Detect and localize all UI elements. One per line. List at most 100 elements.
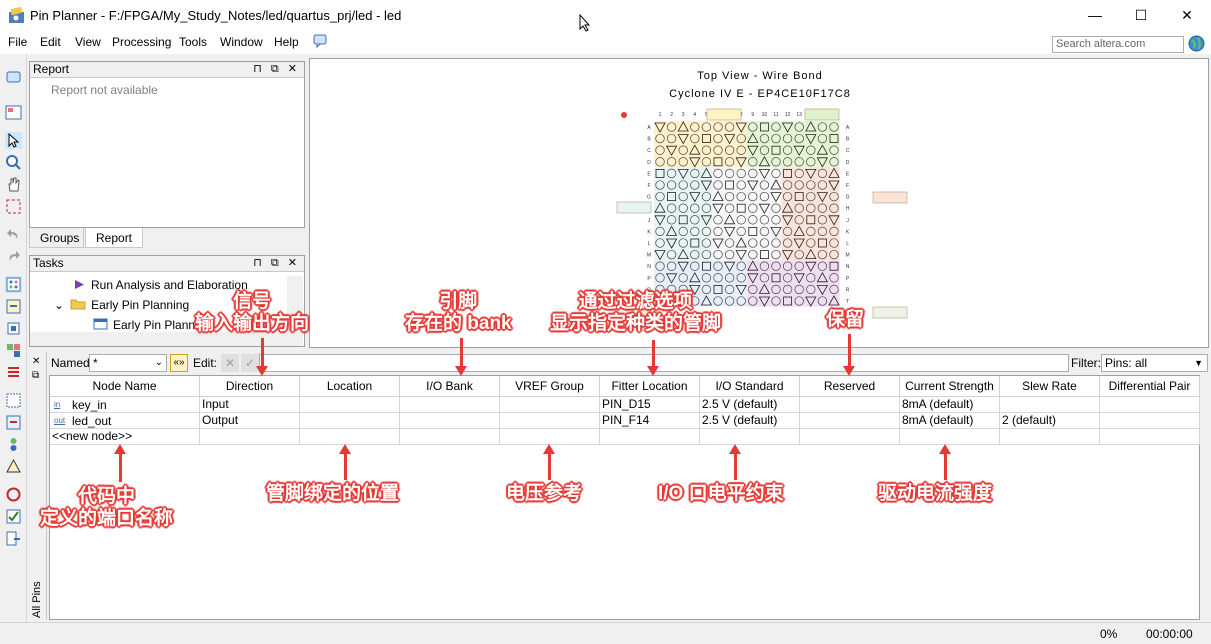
package-pin[interactable]	[736, 133, 746, 144]
package-pin[interactable]	[724, 191, 735, 202]
package-pin[interactable]	[748, 168, 758, 179]
fit-window-icon[interactable]	[5, 198, 22, 215]
package-pin[interactable]	[678, 180, 688, 190]
package-pin[interactable]	[748, 249, 758, 260]
table-scrollbar[interactable]	[1200, 375, 1210, 620]
diff-pin-icon[interactable]	[5, 342, 22, 359]
package-pin[interactable]	[806, 273, 816, 283]
column-header[interactable]: I/O Standard	[700, 376, 800, 397]
package-pin[interactable]	[736, 226, 746, 237]
package-pin[interactable]	[806, 284, 816, 295]
io-buffer-icon[interactable]	[5, 458, 22, 475]
package-pin[interactable]	[701, 284, 712, 295]
package-pin[interactable]	[666, 249, 677, 260]
package-pin[interactable]	[678, 215, 688, 225]
package-pin[interactable]	[794, 180, 804, 190]
package-pin[interactable]	[654, 202, 666, 213]
package-pin[interactable]	[713, 296, 723, 306]
assign-icon[interactable]	[5, 414, 22, 431]
package-pin[interactable]	[817, 238, 827, 248]
package-pin[interactable]	[747, 260, 759, 271]
panel-controls[interactable]: ⊓ ⧉ ✕	[253, 63, 300, 75]
package-pin[interactable]	[782, 238, 793, 248]
package-pin[interactable]	[748, 191, 758, 202]
check-icon[interactable]	[5, 508, 22, 525]
layout-icon[interactable]	[5, 104, 22, 121]
package-pin[interactable]	[665, 145, 678, 157]
package-pin[interactable]	[666, 133, 677, 144]
tasks-hscrollbar[interactable]	[30, 332, 287, 346]
package-pin[interactable]	[712, 190, 724, 201]
package-pin[interactable]	[806, 157, 816, 167]
package-pin[interactable]	[713, 180, 723, 190]
package-pin[interactable]	[805, 261, 817, 273]
package-pin[interactable]	[701, 203, 712, 213]
package-pin[interactable]	[817, 296, 828, 306]
package-pin[interactable]	[829, 157, 839, 167]
package-pin[interactable]	[655, 273, 665, 283]
package-pin[interactable]	[816, 157, 829, 168]
table-cell[interactable]: PIN_D15	[600, 397, 700, 413]
pin-filter-icon[interactable]	[5, 392, 22, 409]
package-pin[interactable]	[690, 249, 700, 260]
feedback-icon[interactable]	[313, 34, 327, 48]
node-finder-icon[interactable]: «»	[170, 354, 188, 372]
zoom-icon[interactable]	[5, 154, 22, 171]
package-pin[interactable]	[794, 133, 804, 144]
package-pin[interactable]	[655, 261, 665, 271]
package-pin[interactable]	[712, 238, 724, 249]
package-pin[interactable]	[783, 296, 793, 306]
package-pin[interactable]	[794, 192, 804, 201]
package-pin[interactable]	[700, 215, 713, 226]
package-pin[interactable]	[829, 284, 839, 295]
column-header[interactable]: I/O Bank	[400, 376, 500, 397]
package-pin[interactable]	[689, 192, 701, 203]
package-pin[interactable]	[701, 238, 712, 248]
package-pin[interactable]	[666, 168, 677, 179]
package-pin[interactable]	[701, 122, 712, 132]
task-early-pin-planning-group[interactable]: ⌄ Early Pin Planning	[54, 298, 189, 312]
package-pin[interactable]	[690, 122, 700, 132]
node-name-cell[interactable]: in key_in	[50, 397, 200, 413]
package-pin[interactable]	[736, 168, 746, 179]
package-pin[interactable]	[782, 261, 793, 271]
package-pin[interactable]	[678, 273, 688, 283]
package-pin[interactable]	[735, 285, 747, 296]
table-cell[interactable]	[900, 429, 1000, 445]
package-pin[interactable]	[828, 167, 840, 178]
package-pin[interactable]	[828, 180, 840, 191]
package-pin[interactable]	[759, 145, 770, 155]
package-pin[interactable]	[782, 226, 793, 237]
probe-icon[interactable]	[5, 436, 22, 453]
accept-edit-icon[interactable]: ✓	[241, 354, 259, 372]
table-cell[interactable]	[800, 413, 900, 429]
package-pin[interactable]	[794, 296, 804, 306]
package-pin[interactable]	[771, 157, 781, 167]
package-pin[interactable]	[724, 122, 735, 132]
column-header[interactable]: Current Strength	[900, 376, 1000, 397]
package-pin[interactable]	[829, 191, 839, 202]
package-pin[interactable]	[781, 215, 794, 226]
package-pin[interactable]	[713, 273, 723, 283]
package-pin[interactable]	[817, 249, 828, 260]
package-pin[interactable]	[747, 180, 759, 191]
package-pin[interactable]	[677, 261, 689, 273]
package-pin[interactable]	[759, 250, 769, 260]
table-cell[interactable]	[600, 429, 700, 445]
package-pin[interactable]	[735, 122, 747, 133]
package-pin[interactable]	[735, 157, 747, 168]
package-pin[interactable]	[805, 134, 817, 145]
package-pin[interactable]	[678, 157, 688, 167]
package-pin[interactable]	[665, 273, 678, 284]
package-pin[interactable]	[713, 133, 723, 144]
table-cell[interactable]: Output	[200, 413, 300, 429]
package-pin[interactable]	[782, 180, 793, 190]
package-pin[interactable]	[794, 122, 804, 132]
table-cell[interactable]	[1000, 429, 1100, 445]
package-pin[interactable]	[655, 145, 665, 155]
package-pin[interactable]	[690, 261, 700, 271]
tab-groups[interactable]: Groups	[29, 228, 84, 248]
package-pin[interactable]	[817, 168, 828, 179]
panel-controls[interactable]: ⊓ ⧉ ✕	[253, 257, 300, 269]
package-pin[interactable]	[654, 215, 666, 226]
